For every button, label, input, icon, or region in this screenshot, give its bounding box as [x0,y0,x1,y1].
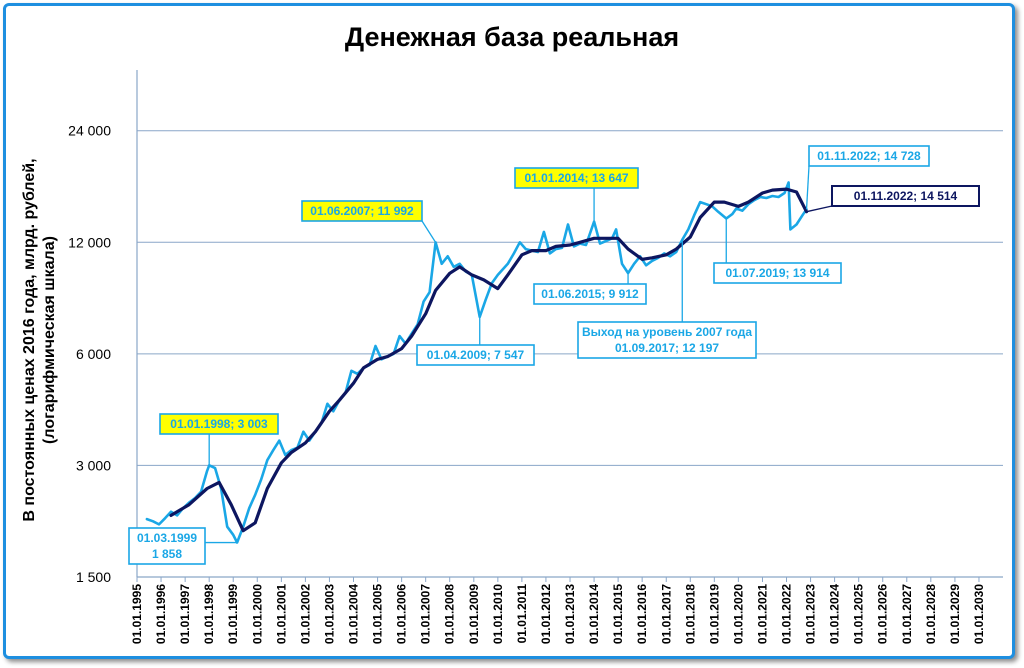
x-tick-label: 01.01.2011 [515,584,529,644]
x-tick-label: 01.01.2006 [395,584,409,644]
x-tick-label: 01.01.2008 [443,584,457,644]
annotation-callout: 01.06.2007; 11 992 [301,200,437,243]
callout-text: 01.01.1998; 3 003 [170,417,268,431]
x-tick-label: 01.01.2009 [467,584,481,644]
series-line [169,187,809,533]
x-tick-label: 01.01.2025 [852,584,866,644]
annotation-callout: 01.01.2014; 13 647 [514,167,639,222]
callout-text: 01.11.2022; 14 728 [817,149,921,163]
annotation-callout: 01.03.1999 1 858 [128,527,238,565]
callout-box [533,283,647,305]
callout-leader [805,165,810,210]
callout-text: 01.06.2007; 11 992 [310,204,414,218]
series-lines [145,181,809,544]
callout-text: 1 858 [152,547,182,561]
x-tick-label: 01.01.2015 [611,584,625,644]
y-tick-label: 1 500 [76,569,111,585]
x-tick-label: 01.01.2024 [828,584,842,644]
callout-text: Выход на уровень 2007 года [582,325,752,339]
x-tick-label: 01.01.2030 [972,584,986,644]
x-tick-label: 01.01.2019 [707,584,721,644]
callout-box [577,321,757,359]
x-tick-label: 01.01.2000 [250,584,264,644]
x-tick-label: 01.01.2005 [371,584,385,644]
x-tick-label: 01.01.2023 [804,584,818,644]
annotations: 01.01.1998; 3 003 01.03.1999 1 858 01.06.20… [128,145,980,565]
annotation-callout: 01.04.2009; 7 547 [416,316,535,366]
callout-text: 01.03.1999 [137,531,197,545]
x-tick-label: 01.01.2002 [298,584,312,644]
annotation-callout: 01.06.2015; 9 912 [533,273,647,305]
y-axis-label: В постоянных ценах 2016 года, млрд. рубл… [21,158,38,521]
callout-box [831,185,980,207]
x-tick-label: 01.01.2022 [780,584,794,644]
x-tick-label: 01.01.2007 [419,584,433,644]
x-tick-label: 01.01.2029 [948,584,962,644]
callout-box [514,167,639,189]
annotation-callout: 01.11.2022; 14 514 [806,185,980,213]
y-tick-label: 6 000 [76,346,111,362]
callout-box [159,413,279,435]
callout-box [128,527,206,565]
x-tick-label: 01.01.2020 [731,584,745,644]
chart-title: Денежная база реальная [345,22,679,52]
y-axis-label-scale: (логарифмическая шкала) [41,236,58,444]
x-tick-label: 01.01.2016 [635,584,649,644]
x-tick-label: 01.01.1996 [154,584,168,644]
callout-text: 01.07.2019; 13 914 [725,266,829,280]
callout-leader [806,205,833,213]
y-tick-label: 24 000 [68,123,111,139]
callout-text: 01.04.2009; 7 547 [427,348,525,362]
x-tick-label: 01.01.2014 [587,584,601,644]
callout-text: 01.11.2022; 14 514 [854,189,958,203]
x-tick-label: 01.01.2012 [539,584,553,644]
x-tick-label: 01.01.2028 [924,584,938,644]
annotation-callout: 01.07.2019; 13 914 [713,218,842,284]
x-tick-label: 01.01.2026 [876,584,890,644]
x-tick-label: 01.01.2017 [659,584,673,644]
callout-box [416,344,535,366]
x-tick-label: 01.01.1999 [226,584,240,644]
x-tick-label: 01.01.2003 [322,584,336,644]
callout-text: 01.01.2014; 13 647 [524,171,628,185]
callout-box [713,262,842,284]
annotation-callout: 01.01.1998; 3 003 [159,413,279,466]
annotation-callout: Выход на уровень 2007 года 01.09.2017; 12… [577,239,757,359]
annotation-callout: 01.11.2022; 14 728 [805,145,930,210]
callout-box [301,200,423,222]
callout-text: 01.09.2017; 12 197 [615,341,719,355]
callout-box [808,145,930,167]
x-tick-label: 01.01.2013 [563,584,577,644]
x-tick-labels: 01.01.1995 01.01.1996 01.01.1997 01.01.1998… [130,584,986,644]
x-tick-label: 01.01.1995 [130,584,144,644]
callout-text: 01.06.2015; 9 912 [541,287,639,301]
y-tick-labels: 1 500 3 000 6 000 12 000 24 000 [68,123,111,585]
x-tick-label: 01.01.2001 [274,584,288,644]
x-tick-label: 01.01.1998 [202,584,216,644]
x-tick-label: 01.01.2004 [346,584,360,644]
y-tick-label: 12 000 [68,234,111,250]
x-tick-label: 01.01.2021 [755,584,769,644]
y-tick-label: 3 000 [76,457,111,473]
x-tick-label: 01.01.1997 [178,584,192,644]
series-line [145,181,808,544]
x-tick-label: 01.01.2027 [900,584,914,644]
callout-leader [421,220,437,243]
x-tick-label: 01.01.2018 [683,584,697,644]
x-tick-label: 01.01.2010 [491,584,505,644]
axes [136,70,1003,582]
